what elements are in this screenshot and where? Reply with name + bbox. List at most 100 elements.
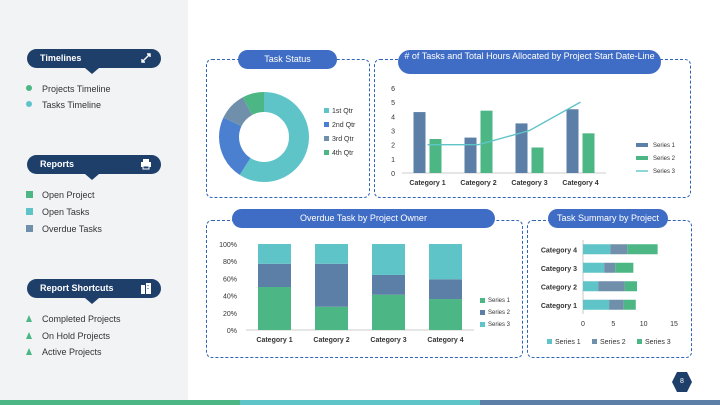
y-tick-label: Category 3 [541, 266, 577, 273]
y-tick-label: 5 [391, 100, 395, 107]
task-summary-chart: Category 4 Category 3 Category 2 Category 1… [541, 240, 678, 346]
x-tick-label: Category 1 [256, 337, 292, 344]
series-line [427, 101, 581, 146]
sidebar-item-active-projects[interactable]: Active Projects [26, 347, 102, 357]
legend-swatch [324, 136, 329, 141]
strip-teal [240, 400, 480, 405]
report-shortcuts-header[interactable]: Report Shortcuts [27, 279, 161, 304]
page-number-badge: 8 [672, 372, 692, 392]
x-tick-label: Category 4 [562, 180, 598, 187]
sidebar-item-on-hold-projects[interactable]: On Hold Projects [26, 331, 110, 341]
bar [531, 147, 544, 173]
sidebar-item-label: Tasks Timeline [42, 100, 102, 110]
x-tick-label: Category 3 [370, 337, 406, 344]
stacked-bar-segment [372, 244, 405, 275]
task-status-title: Task Status [238, 50, 337, 69]
tasks-hours-title-text: # of Tasks and Total Hours Allocated by … [404, 51, 655, 61]
legend-swatch [592, 339, 597, 344]
legend-label: 3rd Qtr [332, 136, 354, 143]
bar [515, 123, 528, 173]
y-tick-label: 3 [391, 129, 395, 136]
sidebar-item-open-tasks[interactable]: Open Tasks [26, 207, 90, 217]
sidebar-item-tasks-timeline[interactable]: Tasks Timeline [26, 100, 102, 110]
legend-label: Series 3 [488, 322, 511, 328]
legend-label: Series 2 [600, 339, 626, 346]
donut-slices [219, 92, 309, 182]
overdue-owner-chart: 0% 20% 40% 60% 80% 100% Category 1 Category 2 Ca… [219, 242, 511, 344]
timeline-arrows-icon [141, 53, 151, 63]
y-tick-label: 100% [219, 242, 237, 249]
x-tick-label: 0 [581, 321, 585, 328]
donut-legend: 1st Qtr 2nd Qtr 3rd Qtr 4th Qtr [324, 108, 356, 157]
stacked-bar-segment [372, 294, 405, 330]
y-tick-label: Category 4 [541, 247, 577, 254]
task-summary-title-text: Task Summary by Project [556, 213, 660, 223]
stacked-hbar-segment [627, 244, 658, 255]
x-tick-label: 15 [670, 321, 678, 328]
x-tick-label: Category 2 [460, 180, 496, 187]
stacked-bar-segment [315, 263, 348, 307]
y-tick-label: 2 [391, 143, 395, 150]
reports-header[interactable]: Reports [27, 155, 161, 180]
stacked-hbar-segment [583, 262, 605, 273]
sidebar-item-overdue-tasks[interactable]: Overdue Tasks [26, 224, 102, 234]
x-tick-label: 5 [611, 321, 615, 328]
stacked-bar-segment [315, 306, 348, 330]
y-tick-label: 0% [227, 328, 237, 335]
bar [566, 109, 579, 173]
sidebar-item-open-project[interactable]: Open Project [26, 190, 95, 200]
stacked-bar-segment [429, 299, 462, 330]
stacked-bar-segment [315, 244, 348, 264]
sidebar: Timelines Projects Timeline Tasks Timeli… [0, 0, 188, 405]
stacked-bar-segment [258, 244, 291, 264]
y-tick-label: Category 1 [541, 303, 577, 310]
bullet-dot [26, 101, 32, 107]
bullet-square [26, 225, 33, 232]
donut-slice [219, 92, 309, 182]
x-tick-label: Category 3 [511, 180, 547, 187]
bullet-square [26, 208, 33, 215]
legend-label: Series 3 [645, 339, 671, 346]
stacked-hbar-segment [609, 299, 624, 310]
header-notch [85, 174, 99, 180]
task-status-chart: 1st Qtr 2nd Qtr 3rd Qtr 4th Qtr [219, 92, 356, 182]
legend-swatch [636, 156, 648, 160]
y-tick-label: 40% [223, 294, 237, 301]
sidebar-item-projects-timeline[interactable]: Projects Timeline [26, 84, 111, 94]
overdue-owner-title-text: Overdue Task by Project Owner [300, 213, 427, 223]
legend-swatch [480, 298, 485, 303]
legend-label: 4th Qtr [332, 150, 354, 157]
task-status-title-text: Task Status [264, 54, 311, 64]
bullet-dot [26, 85, 32, 91]
y-tick-label: 0 [391, 171, 395, 178]
stacked-bar-segment [372, 274, 405, 295]
tasks-hours-chart: 0 1 2 3 4 5 6 Category 1 Category 2 Category 3 Cat… [391, 86, 676, 187]
bullet-triangle [26, 348, 32, 355]
sidebar-item-completed-projects[interactable]: Completed Projects [26, 314, 121, 324]
legend-label: 1st Qtr [332, 108, 354, 115]
stacked-hbar-segment [583, 244, 611, 255]
overdue-owner-title: Overdue Task by Project Owner [232, 209, 495, 228]
legend-label: Series 1 [555, 339, 581, 346]
bullet-square [26, 191, 33, 198]
y-tick-label: 60% [223, 276, 237, 283]
legend-swatch [324, 108, 329, 113]
x-tick-label: 10 [640, 321, 648, 328]
legend-label: Series 3 [653, 169, 676, 175]
stacked-hbar-segment [615, 262, 634, 273]
header-notch [85, 298, 99, 304]
legend-swatch [324, 150, 329, 155]
sidebar-item-label: Open Tasks [42, 207, 90, 217]
strip-green [0, 400, 240, 405]
legend-label: Series 2 [488, 310, 511, 316]
page-number: 8 [680, 378, 684, 385]
stacked-bar-segment [258, 263, 291, 287]
stacked-hbar-segment [623, 299, 636, 310]
bullet-triangle [26, 332, 32, 339]
task-summary-title: Task Summary by Project [548, 209, 668, 228]
legend-swatch [480, 310, 485, 315]
tasks-hours-title: # of Tasks and Total Hours Allocated by … [398, 50, 661, 74]
timelines-header[interactable]: Timelines [27, 49, 161, 74]
bottom-accent-strip [0, 400, 720, 405]
sidebar-item-label: Projects Timeline [42, 84, 111, 94]
